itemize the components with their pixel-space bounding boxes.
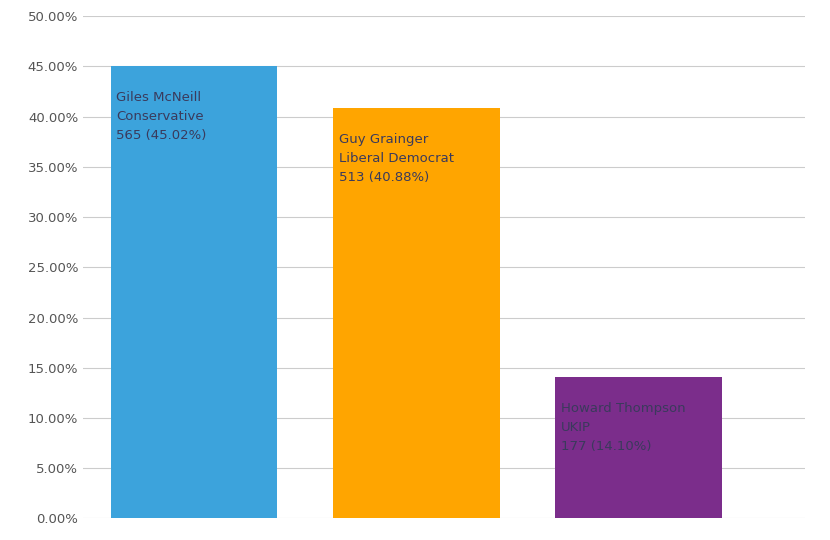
Text: Guy Grainger
Liberal Democrat
513 (40.88%): Guy Grainger Liberal Democrat 513 (40.88…	[339, 133, 453, 184]
Text: Giles McNeill
Conservative
565 (45.02%): Giles McNeill Conservative 565 (45.02%)	[116, 91, 207, 143]
Bar	[333, 108, 500, 518]
Bar	[110, 66, 277, 518]
Bar	[555, 377, 722, 518]
Text: Howard Thompson
UKIP
177 (14.10%): Howard Thompson UKIP 177 (14.10%)	[561, 402, 686, 453]
